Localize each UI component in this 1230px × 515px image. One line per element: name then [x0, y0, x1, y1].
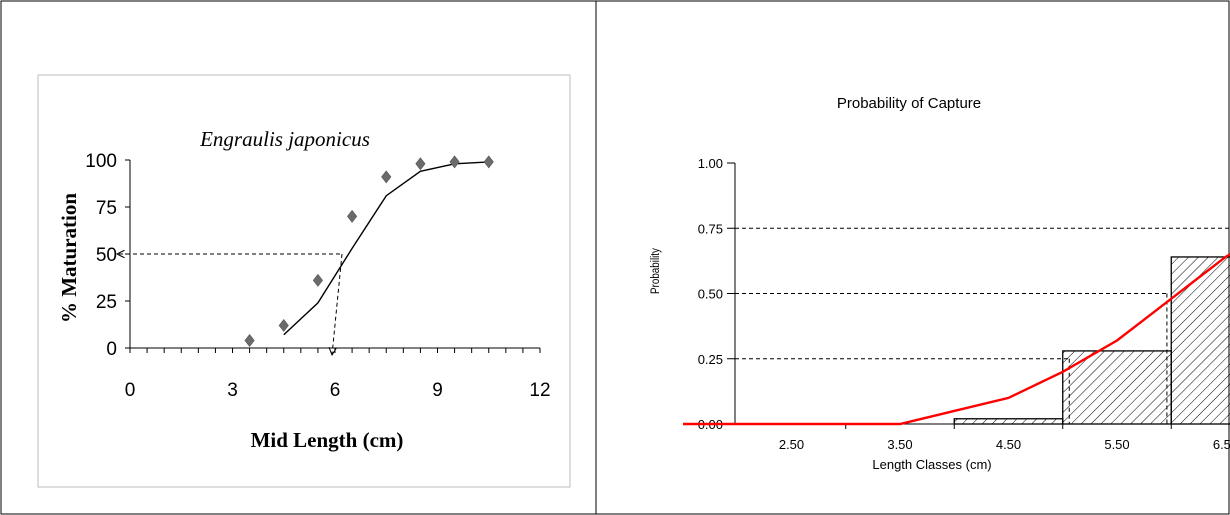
y-tick-label: 0 — [106, 339, 117, 360]
capture-x-label: Length Classes (cm) — [872, 457, 991, 472]
y-tick-label: 1.00 — [698, 156, 723, 171]
maturation-tick-labels: 0 25 50 75 100 0 3 6 9 12 — [85, 151, 550, 401]
maturation-y-label: % Maturation — [57, 193, 81, 323]
maturation-chart-title: Engraulis japonicus — [199, 127, 370, 151]
x-tick-label: 3 — [227, 380, 238, 401]
capture-bar — [953, 418, 1064, 425]
capture-y-ticks: 0.000.250.500.751.00 — [698, 156, 735, 432]
capture-bar — [1170, 256, 1230, 425]
y-tick-label: 0.25 — [698, 352, 723, 367]
capture-reference-hlines — [735, 227, 1230, 360]
maturation-point — [381, 170, 392, 184]
capture-y-label: Probability — [649, 248, 662, 294]
x-tick-label: 0 — [125, 380, 136, 401]
x-tick-label: 6 — [330, 380, 341, 401]
x-tick-label: 4.50 — [996, 437, 1021, 452]
capture-probability-curve — [683, 253, 1230, 426]
y-tick-label: 50 — [96, 245, 117, 266]
x-tick-label: 6.50 — [1213, 437, 1230, 452]
capture-bars — [953, 256, 1230, 425]
capture-reference-vlines — [1068, 293, 1168, 424]
maturation-point — [347, 209, 358, 223]
capture-bar — [1062, 350, 1172, 425]
y-tick-label: 25 — [96, 292, 117, 313]
x-tick-label: 12 — [529, 380, 550, 401]
maturation-point — [449, 155, 460, 169]
maturation-point — [312, 273, 323, 287]
l50-vertical-arrow — [332, 253, 343, 355]
y-tick-label: 0.50 — [698, 287, 723, 302]
x-tick-label: 5.50 — [1104, 437, 1129, 452]
y-tick-label: 0.75 — [698, 221, 723, 236]
y-tick-label: 75 — [96, 198, 117, 219]
maturation-point — [278, 318, 289, 332]
capture-x-ticks: 2.503.504.505.506.507.508.50 — [779, 424, 1230, 452]
maturation-chart-border — [37, 74, 571, 488]
x-tick-label: 9 — [432, 380, 443, 401]
maturation-point — [415, 157, 426, 171]
maturation-panel: Engraulis japonicus 0 25 50 75 100 0 3 6 9 12 Mid… — [37, 74, 571, 488]
capture-panel: Probability of Capture 0.000.250.500.751… — [649, 95, 1230, 472]
maturation-points — [244, 155, 494, 347]
maturation-point — [244, 333, 255, 347]
y-tick-label: 100 — [85, 151, 117, 172]
x-tick-label: 3.50 — [887, 437, 912, 452]
capture-chart-title: Probability of Capture — [837, 95, 981, 112]
maturation-point — [483, 155, 494, 169]
x-tick-label: 2.50 — [779, 437, 804, 452]
maturation-x-label: Mid Length (cm) — [251, 428, 404, 452]
